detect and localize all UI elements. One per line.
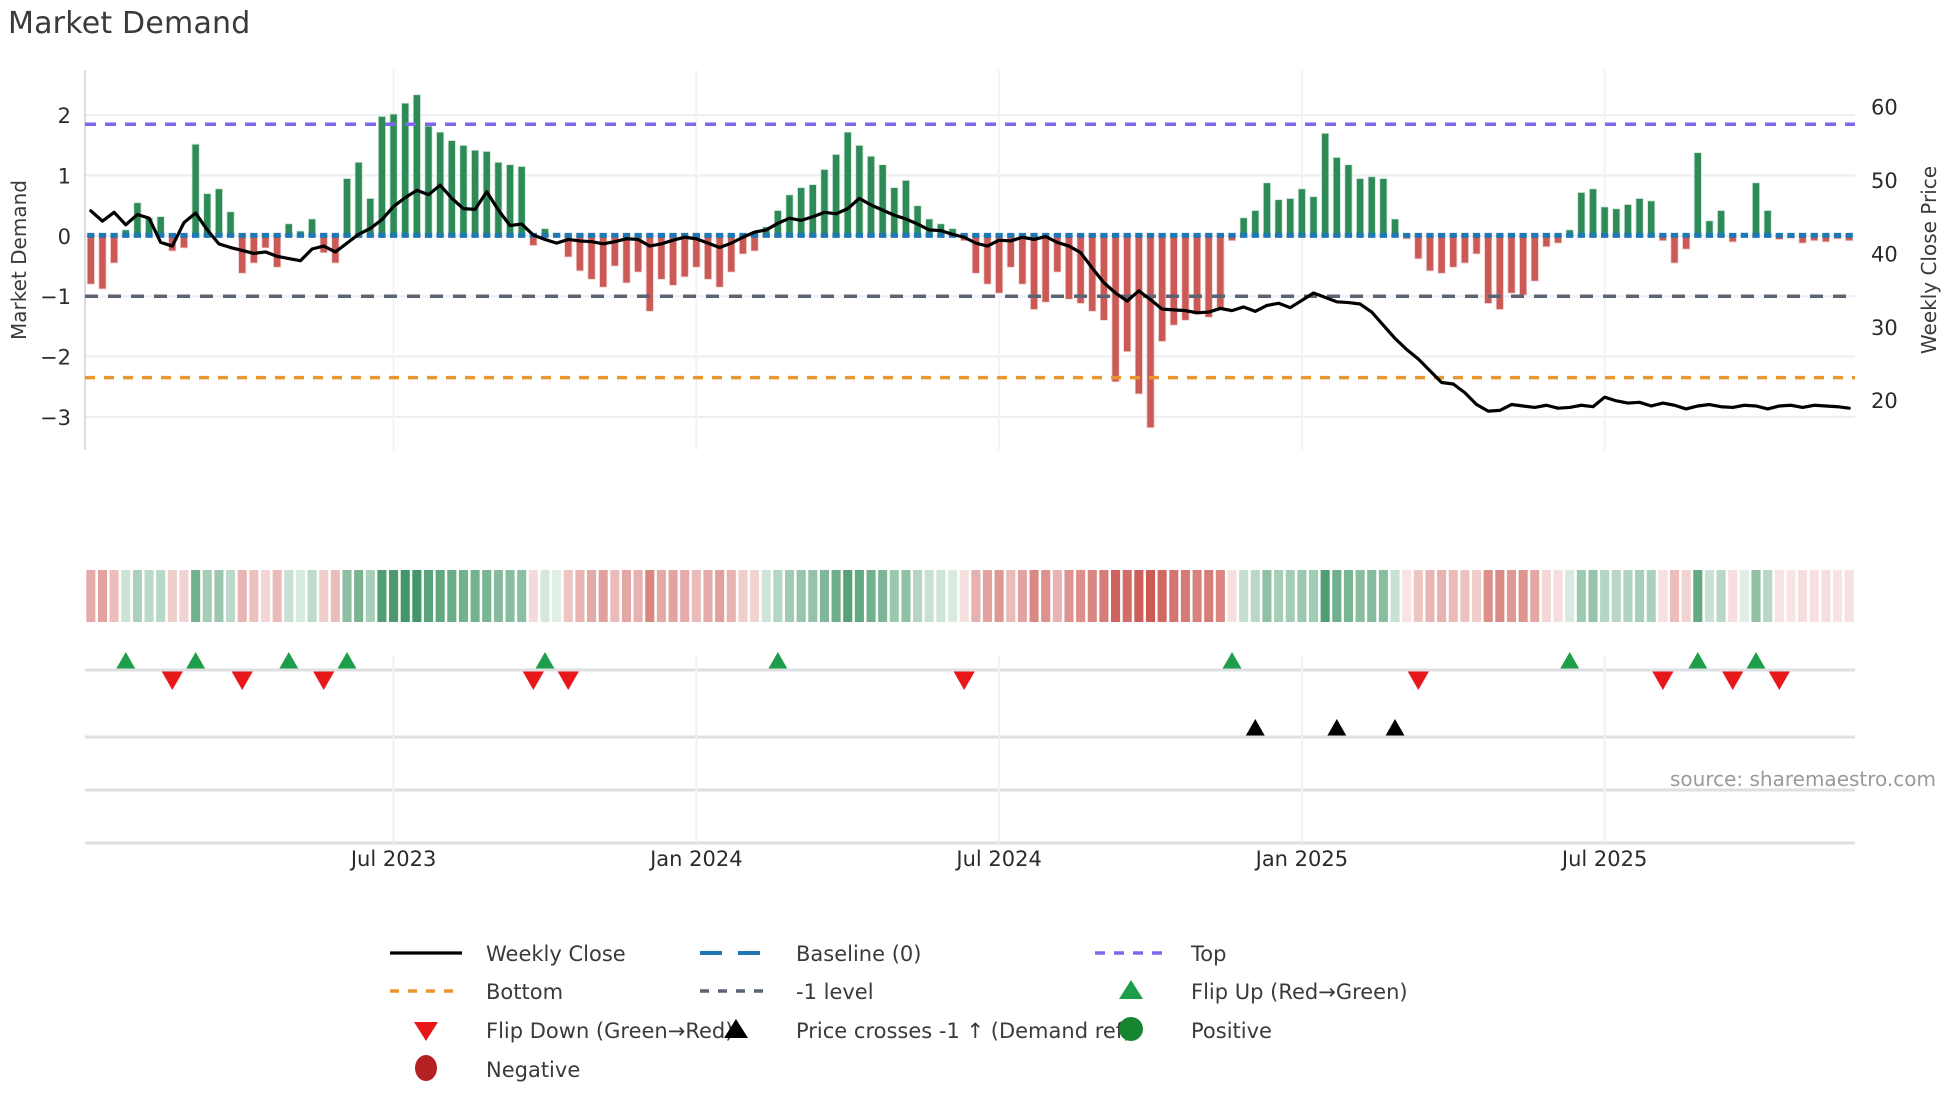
flip-up-marker — [766, 652, 789, 672]
grid-lines — [84, 70, 1855, 450]
flip-down-marker — [231, 670, 254, 690]
flip-up-marker — [1745, 652, 1768, 672]
flip-up-marker — [184, 652, 207, 672]
left-axis-tick: 2 — [58, 104, 71, 128]
legend-label: Weekly Close — [486, 942, 626, 966]
price-cross-marker — [1244, 719, 1267, 739]
chart-legend: Weekly Close Baseline (0) Top Bottom -1 leve… — [390, 942, 1408, 1082]
sub-axis-lines — [85, 655, 1855, 845]
x-axis-tick: Jan 2024 — [648, 847, 743, 871]
x-axis-tick: Jul 2025 — [1560, 847, 1647, 871]
page-title: Market Demand — [8, 6, 251, 41]
flip-up-marker — [1221, 652, 1244, 672]
flip-down-marker — [312, 670, 335, 690]
legend-item[interactable]: Top — [1095, 942, 1226, 966]
axis-ticks: 2 1 0 −1 −2 −3 60 50 40 30 20 Jul 2023 Jan 2024 Jul 2… — [40, 96, 1898, 871]
legend-label: Flip Down (Green→Red) — [486, 1019, 733, 1043]
legend-label: Positive — [1191, 1019, 1272, 1043]
legend-label: Bottom — [486, 980, 563, 1004]
reference-lines — [85, 122, 1855, 380]
axis-titles: Market Demand Weekly Close Price — [7, 166, 1941, 354]
flip-down-marker — [1721, 670, 1744, 690]
left-axis-tick: −1 — [40, 285, 71, 309]
legend-item[interactable]: Bottom — [390, 980, 563, 1004]
legend-item[interactable]: -1 level — [700, 980, 874, 1004]
flip-up-marker — [533, 652, 556, 672]
legend-label: Negative — [486, 1058, 580, 1082]
x-axis-tick: Jan 2025 — [1254, 847, 1349, 871]
flip-up-marker — [336, 652, 359, 672]
right-axis-tick: 40 — [1871, 242, 1898, 266]
price-cross-marker — [1325, 719, 1348, 739]
left-axis-tick: −2 — [40, 346, 71, 370]
flip-down-marker — [953, 670, 976, 690]
legend-item[interactable]: Negative — [415, 1055, 580, 1082]
right-axis-tick: 50 — [1871, 169, 1898, 193]
left-axis-tick: 1 — [58, 165, 71, 189]
signal-markers — [114, 652, 1791, 739]
legend-item[interactable]: Baseline (0) — [700, 942, 921, 966]
legend-item[interactable]: Weekly Close — [390, 942, 626, 966]
right-axis-tick: 60 — [1871, 96, 1898, 120]
flip-down-marker — [161, 670, 184, 690]
right-axis-title: Weekly Close Price — [1917, 166, 1941, 354]
flip-down-marker — [1768, 670, 1791, 690]
legend-label: Baseline (0) — [796, 942, 921, 966]
right-axis-tick: 30 — [1871, 316, 1898, 340]
right-axis-tick: 20 — [1871, 389, 1898, 413]
x-axis-tick: Jul 2024 — [954, 847, 1041, 871]
legend-label: Price crosses -1 ↑ (Demand ref) — [796, 1019, 1131, 1043]
legend-item[interactable]: Flip Up (Red→Green) — [1119, 980, 1408, 1004]
left-axis-tick: 0 — [58, 225, 71, 249]
legend-label: Top — [1190, 942, 1226, 966]
left-axis-title: Market Demand — [7, 180, 31, 340]
x-axis-tick: Jul 2023 — [349, 847, 436, 871]
flip-up-marker — [1558, 652, 1581, 672]
left-axis-tick: −3 — [40, 406, 71, 430]
flip-down-marker — [557, 670, 580, 690]
flip-up-marker — [277, 652, 300, 672]
legend-label: Flip Up (Red→Green) — [1191, 980, 1408, 1004]
flip-up-marker — [1686, 652, 1709, 672]
flip-down-marker — [1407, 670, 1430, 690]
legend-item[interactable]: Flip Down (Green→Red) — [414, 1019, 733, 1043]
legend-item[interactable]: Price crosses -1 ↑ (Demand ref) — [724, 1019, 1131, 1043]
price-cross-marker — [1384, 719, 1407, 739]
flip-up-marker — [114, 652, 137, 672]
flip-down-marker — [1651, 670, 1674, 690]
legend-item[interactable]: Positive — [1119, 1017, 1272, 1043]
weekly-close-line — [89, 183, 1851, 413]
source-attribution: source: sharemaestro.com — [1670, 767, 1936, 791]
flip-down-marker — [522, 670, 545, 690]
legend-label: -1 level — [796, 980, 874, 1004]
demand-heat-strip — [86, 570, 1854, 622]
